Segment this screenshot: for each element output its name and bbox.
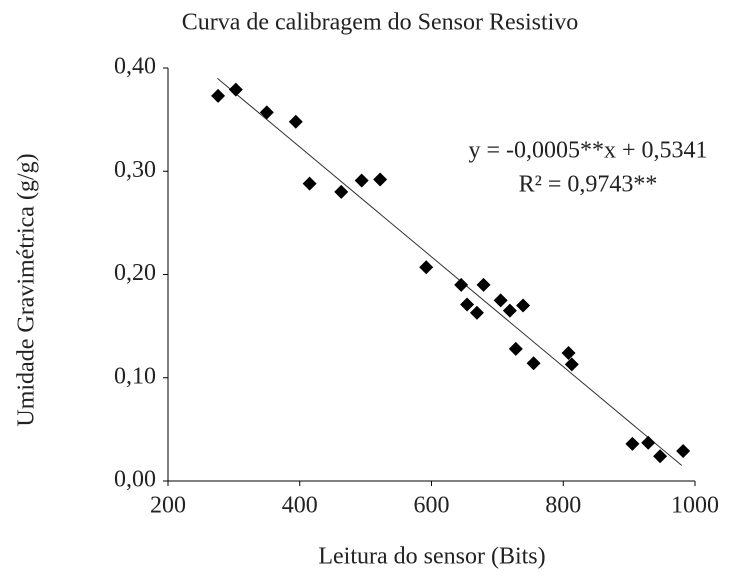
y-tick-label: 0,40 bbox=[114, 54, 156, 80]
equation: y = -0,0005**x + 0,5341 bbox=[468, 138, 707, 164]
point bbox=[288, 114, 303, 129]
point bbox=[211, 88, 226, 103]
point bbox=[469, 305, 484, 320]
y-tick-label: 0,00 bbox=[114, 467, 156, 493]
point bbox=[502, 303, 517, 318]
x-tick-label: 600 bbox=[414, 493, 450, 519]
point bbox=[354, 173, 369, 188]
y-tick-label: 0,30 bbox=[114, 157, 156, 183]
point bbox=[641, 435, 656, 450]
point bbox=[516, 298, 531, 313]
y-axis-label: Umidade Gravimétrica (g/g) bbox=[14, 153, 40, 426]
point bbox=[676, 444, 691, 459]
point bbox=[373, 172, 388, 187]
x-tick-label: 400 bbox=[282, 493, 318, 519]
trendline bbox=[217, 77, 683, 466]
y-tick-label: 0,10 bbox=[114, 363, 156, 389]
point bbox=[259, 105, 274, 120]
point bbox=[526, 356, 541, 371]
point bbox=[419, 260, 434, 275]
point bbox=[302, 176, 317, 191]
point bbox=[334, 184, 349, 199]
point bbox=[561, 345, 576, 360]
point bbox=[625, 436, 640, 451]
chart-title: Curva de calibragem do Sensor Resistivo bbox=[182, 10, 579, 36]
point bbox=[653, 449, 668, 464]
y-tick-label: 0,20 bbox=[114, 260, 156, 286]
x-tick-label: 800 bbox=[545, 493, 581, 519]
r-squared: R² = 0,9743** bbox=[519, 172, 658, 198]
point bbox=[476, 277, 491, 292]
point bbox=[460, 297, 475, 312]
point bbox=[564, 357, 579, 372]
point bbox=[454, 277, 469, 292]
x-tick-label: 200 bbox=[150, 493, 186, 519]
x-tick-label: 1000 bbox=[671, 493, 719, 519]
point bbox=[508, 341, 523, 356]
point bbox=[228, 82, 243, 97]
x-axis-label: Leitura do sensor (Bits) bbox=[318, 544, 545, 570]
point bbox=[493, 293, 508, 308]
